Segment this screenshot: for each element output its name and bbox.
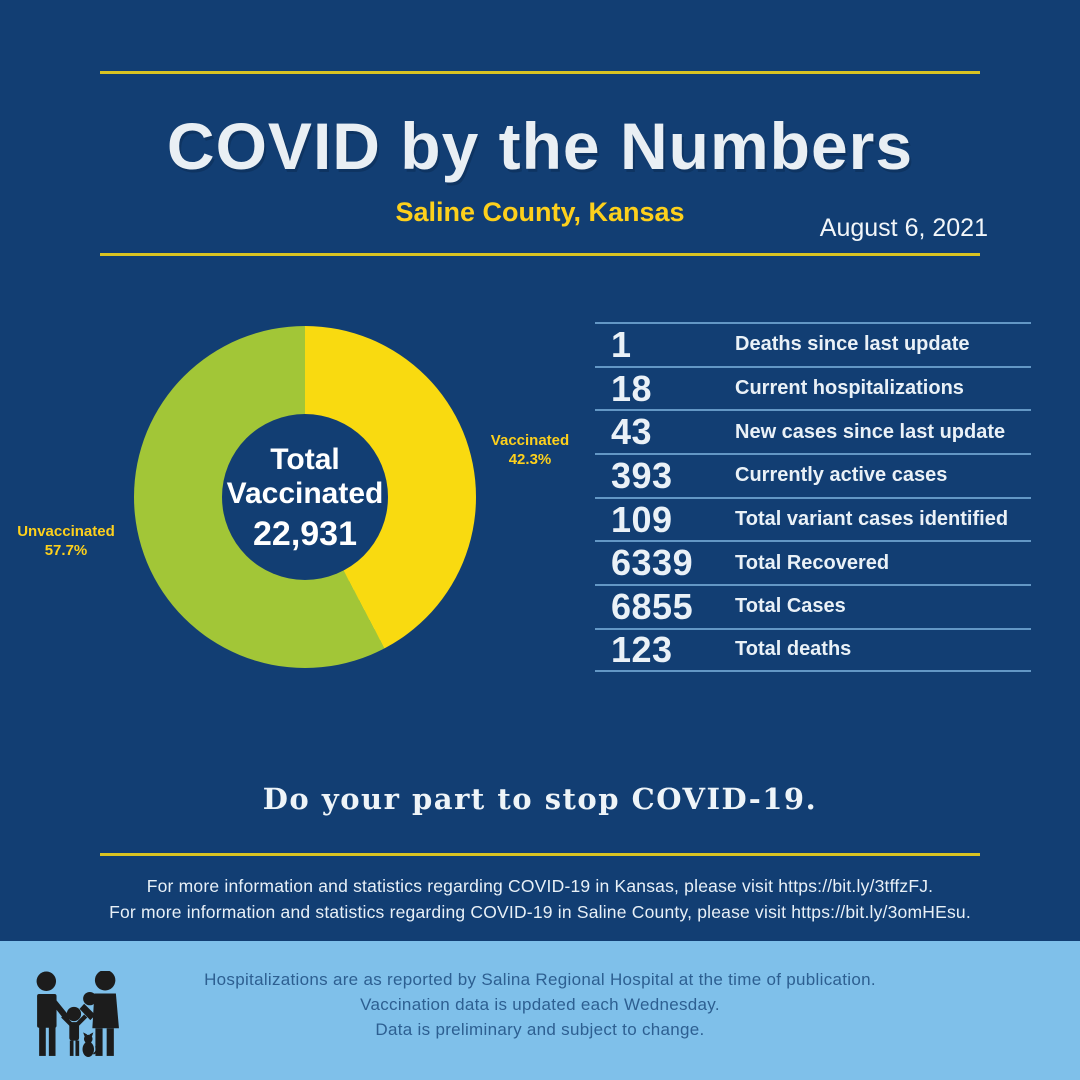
disclaimer-line-1: Hospitalizations are as reported by Sali… [204,970,876,989]
family-with-child-and-cat-icon [36,971,119,1057]
unvaccinated-label-percent: 57.7% [44,542,88,559]
table-row: 123 Total deaths [595,627,1031,672]
donut-center-label-line2: Vaccinated [226,476,384,510]
stat-value: 18 [611,367,653,409]
table-row: 6339 Total Recovered [595,540,1031,584]
stats-table: 1 Deaths since last update 18 Current ho… [595,322,1031,672]
donut-center-label-line1: Total [270,442,340,476]
top-divider [100,71,980,74]
subtitle-county: Saline County, Kansas [395,197,685,227]
disclaimer-text: Hospitalizations are as reported by Sali… [0,967,1080,1042]
table-row: 1 Deaths since last update [595,322,1031,366]
table-row: 6855 Total Cases [595,584,1031,628]
table-row: 18 Current hospitalizations [595,365,1031,410]
stat-value: 123 [611,628,673,670]
stat-label: Total variant cases identified [735,508,1009,531]
vaccinated-label-name: Vaccinated [490,432,570,449]
vaccinated-label-percent: 42.3% [508,451,552,468]
table-row: 109 Total variant cases identified [595,496,1031,541]
footer-band: Hospitalizations are as reported by Sali… [0,941,1080,1080]
stat-value: 393 [611,454,673,496]
stat-label: Deaths since last update [735,333,970,356]
stat-value: 43 [611,411,653,453]
stat-label: Total Cases [735,595,846,618]
donut-chart: Total Vaccinated 22,931 [134,326,476,668]
info-link-saline-county: For more information and statistics rega… [109,902,971,922]
unvaccinated-slice-label: Unvaccinated 57.7% [4,522,128,560]
disclaimer-line-3: Data is preliminary and subject to chang… [375,1020,705,1039]
disclaimer-line-2: Vaccination data is updated each Wednesd… [360,995,720,1014]
stat-value: 6855 [611,585,694,627]
stat-label: Total deaths [735,638,852,661]
stat-label: Total Recovered [735,551,890,574]
unvaccinated-label-name: Unvaccinated [17,523,115,540]
page-title: COVID by the Numbers [166,109,914,183]
report-date: August 6, 2021 [819,214,988,242]
stat-label: New cases since last update [735,420,1006,443]
footer-divider [100,853,980,856]
donut-center: Total Vaccinated 22,931 [222,414,388,580]
call-to-action: Do your part to stop COVID-19. [262,782,818,816]
stat-label: Current hospitalizations [735,377,964,400]
vaccinated-slice-label: Vaccinated 42.3% [466,431,594,469]
info-links: For more information and statistics rega… [0,873,1080,925]
table-row: 43 New cases since last update [595,409,1031,453]
stat-label: Currently active cases [735,464,948,487]
donut-center-value: 22,931 [253,514,357,553]
stat-value: 109 [611,498,673,540]
stat-value: 6339 [611,542,694,584]
table-row: 393 Currently active cases [595,453,1031,497]
stat-value: 1 [611,323,632,365]
info-link-kansas: For more information and statistics rega… [146,876,934,896]
header-divider [100,253,980,256]
